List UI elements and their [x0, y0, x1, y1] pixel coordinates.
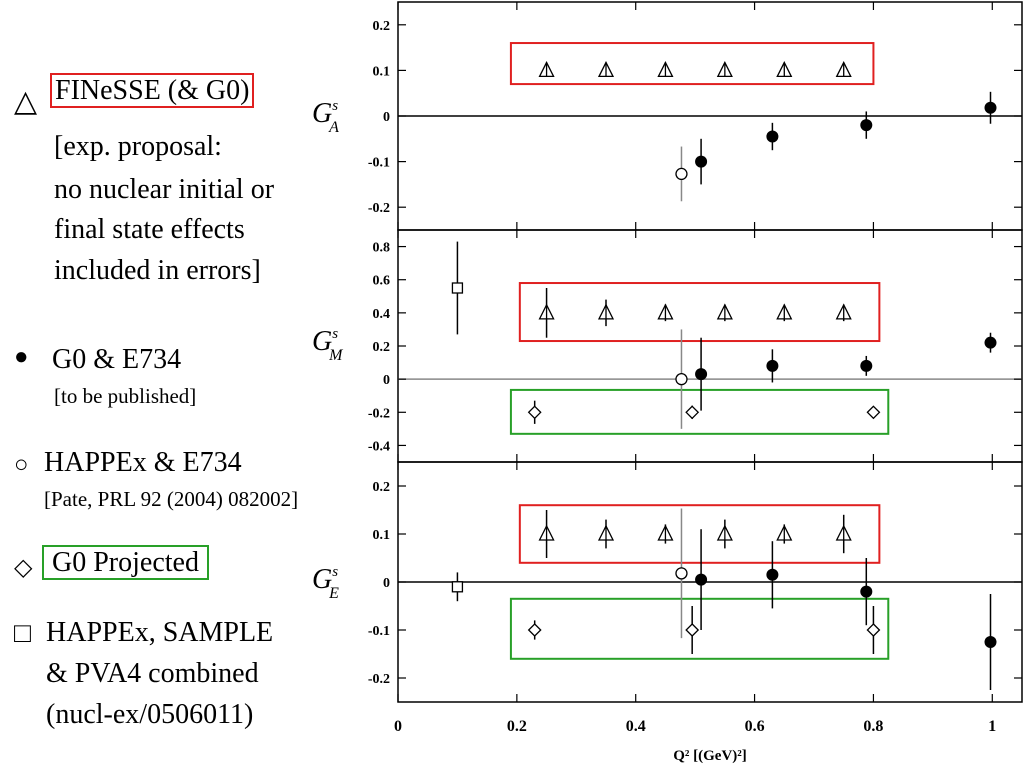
data-point-diamond	[527, 405, 542, 420]
data-point-filled-circle	[860, 359, 873, 372]
legend-finesse-note-4: included in errors]	[54, 255, 261, 286]
square-icon: □	[14, 618, 31, 649]
data-point-diamond	[866, 405, 881, 420]
data-point-diamond	[685, 623, 700, 637]
y-tick-label: 0.2	[373, 480, 391, 495]
y-tick-label: -0.2	[368, 406, 390, 421]
x-tick-label: 0.4	[626, 718, 646, 735]
legend-g0-projected: G0 Projected	[42, 545, 209, 580]
green-highlight-box	[509, 388, 890, 435]
open-circle-icon: ○	[14, 452, 29, 478]
y-tick-label: 0.1	[373, 528, 391, 543]
legend-combined-line-2: & PVA4 combined	[46, 658, 259, 689]
x-tick-label: 0.6	[745, 718, 765, 735]
legend-finesse-note-2: no nuclear initial or	[54, 174, 275, 205]
x-tick-label: 1	[988, 718, 996, 735]
data-point-filled-circle	[695, 573, 708, 586]
y-tick-label: -0.4	[368, 439, 390, 454]
y-tick-label: 0.6	[373, 274, 391, 289]
red-highlight-box	[509, 42, 875, 86]
data-point-filled-circle	[766, 359, 779, 372]
y-tick-label: -0.2	[368, 672, 390, 687]
green-highlight-box	[509, 597, 890, 660]
legend-happex-title: HAPPEx & E734	[44, 447, 242, 478]
y-tick-label: 0.1	[373, 64, 391, 79]
data-point-filled-circle	[695, 155, 708, 168]
y-tick-label: 0	[383, 110, 390, 125]
data-point-diamond	[527, 623, 542, 637]
legend-finesse-note-1: [exp. proposal:	[54, 131, 222, 162]
data-point-filled-circle	[984, 336, 997, 349]
legend-g0e734-title: G0 & E734	[52, 344, 182, 375]
y-tick-label: -0.2	[368, 201, 390, 216]
red-highlight-box	[518, 282, 881, 343]
y-tick-label: 0.2	[373, 340, 391, 355]
y-axis-label: Gs E	[312, 564, 339, 602]
y-tick-label: 0.8	[373, 241, 391, 256]
legend: △ FINeSSE (& G0) [exp. proposal: no nucl…	[0, 0, 370, 768]
data-point-filled-circle	[860, 585, 873, 598]
legend-happex-note: [Pate, PRL 92 (2004) 082002]	[44, 487, 299, 511]
panel-frame	[397, 229, 1023, 463]
legend-combined-line-1: HAPPEx, SAMPLE	[46, 617, 274, 648]
y-tick-label: -0.1	[368, 624, 390, 639]
data-point-square	[451, 282, 464, 294]
data-point-filled-circle	[984, 101, 997, 114]
data-point-diamond	[685, 405, 700, 420]
data-point-filled-circle	[766, 568, 779, 581]
diamond-icon: ◇	[14, 555, 33, 581]
data-point-open-circle	[675, 372, 688, 386]
data-point-open-circle	[675, 167, 688, 181]
data-point-filled-circle	[766, 130, 779, 143]
y-axis-label: Gs M	[312, 326, 344, 364]
y-tick-label: 0.4	[373, 307, 391, 322]
legend-g0e734-note: [to be published]	[54, 384, 197, 408]
x-tick-label: 0	[394, 718, 402, 735]
legend-finesse-title: FINeSSE (& G0)	[50, 73, 255, 108]
red-highlight-box	[518, 504, 881, 564]
y-tick-label: 0	[383, 373, 390, 388]
data-point-square	[451, 581, 464, 593]
triangle-icon: △	[14, 85, 38, 118]
data-point-filled-circle	[984, 636, 997, 648]
y-tick-label: 0	[383, 576, 390, 591]
filled-circle-icon: ●	[14, 344, 29, 370]
x-tick-label: 0.8	[863, 718, 883, 735]
y-axis-label: Gs A	[312, 98, 339, 136]
data-point-open-circle	[675, 567, 688, 580]
data-point-diamond	[866, 623, 881, 637]
x-axis-label: Q² [(GeV)²]	[673, 748, 747, 764]
x-tick-label: 0.2	[507, 718, 527, 735]
legend-finesse-note-3: final state effects	[54, 214, 245, 245]
y-tick-label: 0.2	[373, 19, 391, 34]
data-point-filled-circle	[695, 368, 708, 381]
legend-combined-line-3: (nucl-ex/0506011)	[46, 699, 254, 730]
data-point-filled-circle	[860, 119, 873, 132]
y-tick-label: -0.1	[368, 156, 390, 171]
